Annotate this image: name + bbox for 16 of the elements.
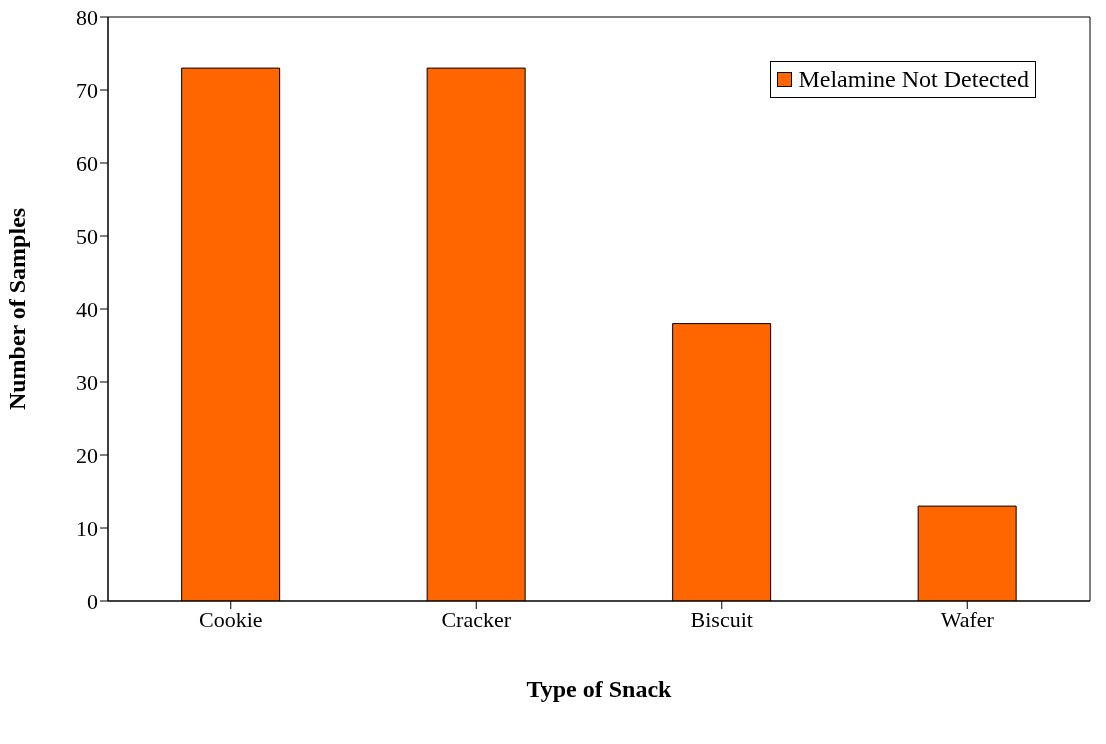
y-tick-label: 60 [76, 150, 98, 176]
x-tick-label: Wafer [940, 606, 995, 632]
y-tick-label: 10 [76, 515, 98, 541]
x-tick-label: Cookie [198, 606, 263, 632]
x-axis-title: Type of Snack [526, 676, 673, 702]
y-tick-label: 50 [76, 223, 98, 249]
y-tick-label: 20 [76, 442, 98, 468]
legend-label: Melamine Not Detected [798, 66, 1029, 93]
x-tick-label: Biscuit [690, 606, 753, 632]
y-tick-label: 40 [76, 296, 98, 322]
y-tick-label: 70 [76, 77, 98, 103]
y-tick-label: 80 [76, 4, 98, 30]
y-axis-title: Number of Samples [3, 207, 30, 411]
y-tick-label: 30 [76, 369, 98, 395]
x-tick-label: Cracker [441, 606, 512, 632]
y-tick-label: 0 [87, 588, 98, 614]
